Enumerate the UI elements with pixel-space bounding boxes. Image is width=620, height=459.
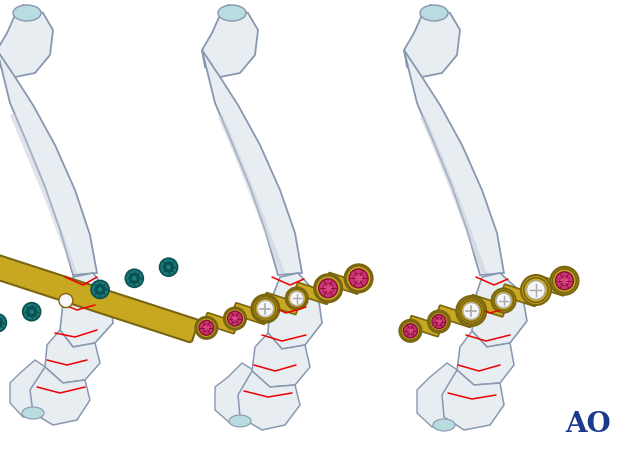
- Polygon shape: [417, 363, 466, 427]
- Polygon shape: [442, 370, 504, 430]
- FancyBboxPatch shape: [263, 293, 299, 314]
- Polygon shape: [218, 115, 285, 273]
- Polygon shape: [10, 113, 77, 273]
- Circle shape: [203, 324, 210, 332]
- Polygon shape: [404, 5, 460, 77]
- Circle shape: [551, 267, 578, 295]
- Circle shape: [97, 287, 103, 292]
- Polygon shape: [60, 273, 113, 347]
- FancyBboxPatch shape: [469, 295, 506, 317]
- Circle shape: [552, 269, 577, 293]
- Circle shape: [253, 296, 278, 321]
- Circle shape: [521, 275, 551, 305]
- Circle shape: [130, 274, 140, 283]
- Polygon shape: [238, 371, 300, 430]
- Circle shape: [349, 269, 368, 288]
- Polygon shape: [202, 50, 302, 275]
- Circle shape: [224, 308, 246, 330]
- Circle shape: [27, 307, 37, 317]
- Circle shape: [195, 317, 218, 339]
- Circle shape: [91, 280, 109, 298]
- FancyBboxPatch shape: [204, 313, 237, 334]
- Circle shape: [314, 274, 342, 302]
- FancyBboxPatch shape: [294, 282, 330, 304]
- Circle shape: [496, 293, 511, 308]
- FancyBboxPatch shape: [533, 275, 567, 296]
- Polygon shape: [472, 273, 527, 347]
- Polygon shape: [10, 360, 53, 417]
- Circle shape: [524, 278, 548, 302]
- Polygon shape: [457, 331, 514, 385]
- Circle shape: [166, 264, 171, 270]
- Circle shape: [125, 269, 143, 287]
- Circle shape: [290, 291, 304, 306]
- Circle shape: [407, 327, 414, 335]
- Ellipse shape: [420, 5, 448, 21]
- Circle shape: [463, 303, 479, 319]
- FancyBboxPatch shape: [0, 248, 198, 342]
- Circle shape: [29, 309, 34, 314]
- Circle shape: [199, 320, 214, 335]
- Circle shape: [164, 262, 174, 272]
- Circle shape: [432, 314, 446, 329]
- Circle shape: [527, 281, 545, 299]
- Circle shape: [131, 275, 137, 281]
- Circle shape: [492, 289, 516, 313]
- Circle shape: [23, 302, 41, 321]
- Polygon shape: [0, 50, 97, 275]
- FancyBboxPatch shape: [501, 284, 539, 306]
- Polygon shape: [45, 330, 100, 383]
- Circle shape: [456, 296, 486, 326]
- Circle shape: [461, 301, 482, 321]
- Circle shape: [225, 308, 245, 329]
- Circle shape: [255, 298, 276, 319]
- Circle shape: [560, 276, 569, 285]
- Circle shape: [345, 264, 373, 292]
- Circle shape: [346, 266, 371, 291]
- Circle shape: [435, 318, 443, 325]
- Ellipse shape: [433, 419, 455, 431]
- FancyBboxPatch shape: [408, 316, 441, 336]
- Circle shape: [0, 318, 2, 328]
- Circle shape: [399, 320, 422, 342]
- Circle shape: [228, 311, 242, 326]
- Text: AO: AO: [565, 412, 611, 438]
- Polygon shape: [252, 333, 310, 387]
- Circle shape: [353, 273, 363, 283]
- Circle shape: [231, 314, 239, 323]
- FancyBboxPatch shape: [326, 273, 361, 294]
- Circle shape: [556, 272, 574, 290]
- Circle shape: [0, 314, 6, 332]
- Circle shape: [494, 291, 513, 310]
- Ellipse shape: [229, 415, 251, 427]
- Circle shape: [95, 285, 105, 294]
- Circle shape: [197, 318, 216, 338]
- Polygon shape: [0, 5, 53, 77]
- Circle shape: [430, 312, 448, 331]
- FancyBboxPatch shape: [232, 303, 268, 325]
- Circle shape: [404, 324, 417, 338]
- Circle shape: [59, 294, 73, 308]
- Circle shape: [316, 276, 341, 301]
- Polygon shape: [268, 273, 322, 349]
- FancyBboxPatch shape: [436, 305, 474, 327]
- Polygon shape: [215, 363, 262, 423]
- Circle shape: [401, 321, 420, 340]
- Circle shape: [319, 279, 338, 298]
- Polygon shape: [202, 5, 258, 77]
- Ellipse shape: [13, 5, 41, 21]
- Polygon shape: [30, 367, 90, 425]
- Polygon shape: [404, 50, 504, 275]
- Circle shape: [288, 289, 306, 308]
- Circle shape: [286, 287, 308, 309]
- Circle shape: [251, 295, 280, 323]
- Circle shape: [323, 283, 333, 293]
- Ellipse shape: [22, 407, 44, 419]
- Circle shape: [459, 298, 484, 324]
- Polygon shape: [420, 115, 487, 273]
- Circle shape: [428, 311, 450, 332]
- Ellipse shape: [218, 5, 246, 21]
- Circle shape: [159, 258, 177, 276]
- Circle shape: [257, 301, 273, 317]
